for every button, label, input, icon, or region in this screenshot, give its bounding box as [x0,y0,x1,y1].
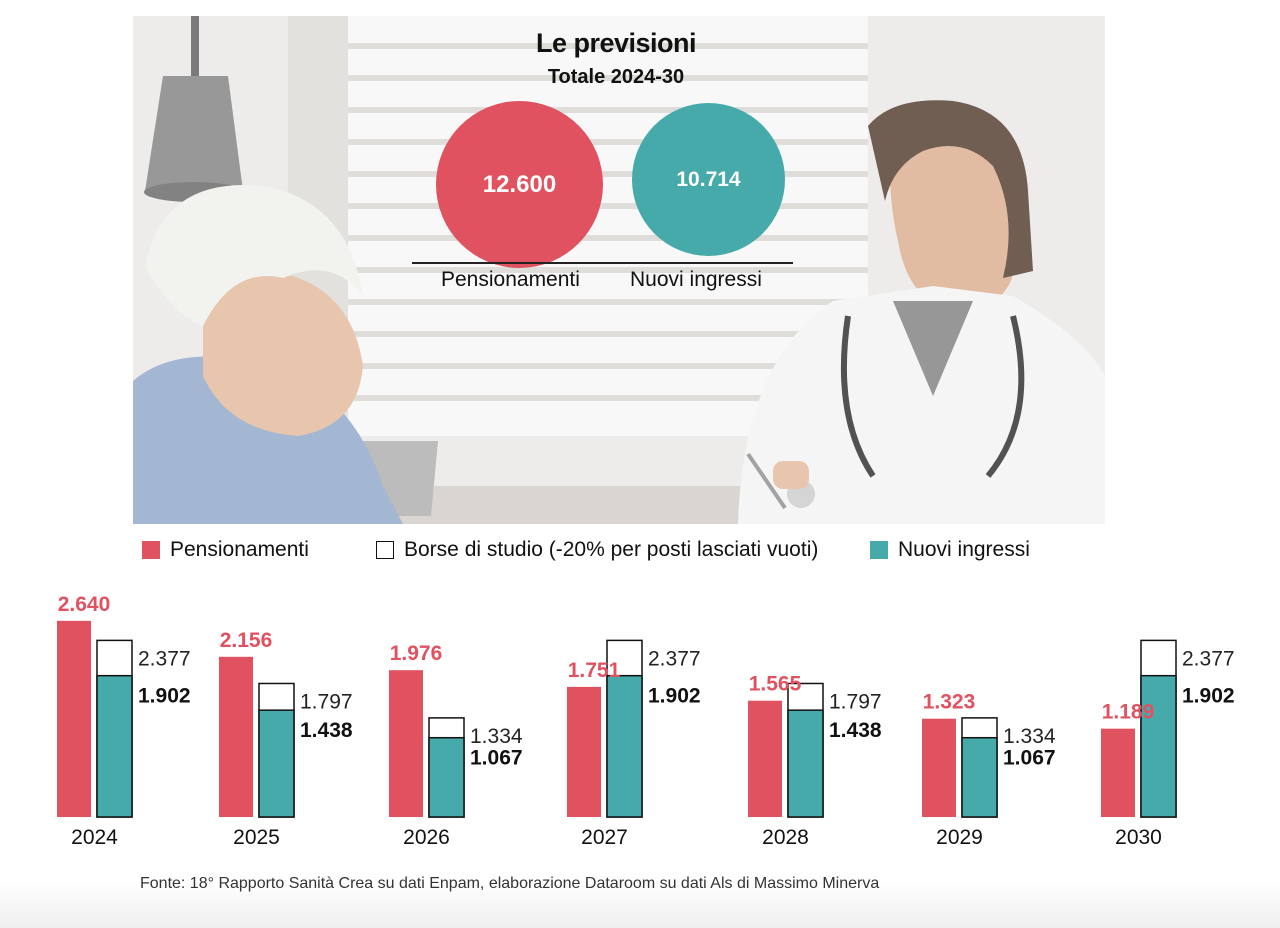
label-borse-di-studio: 1.334 [470,725,523,748]
legend-swatch-teal [870,541,888,559]
legend-label: Nuovi ingressi [898,538,1030,561]
label-borse-di-studio: 2.377 [648,647,701,670]
label-borse-di-studio: 2.377 [1182,647,1235,670]
photo-background: Le previsioni Totale 2024-30 12.600 10.7… [133,16,1105,524]
x-tick-label: 2029 [936,826,983,849]
page-footer-fade [0,880,1280,928]
x-tick-label: 2026 [403,826,450,849]
bubble-pensionamenti-total: 12.600 [436,101,603,268]
legend-item-nuovi-ingressi: Nuovi ingressi [870,537,1030,563]
bubble-pensionamenti-label: Pensionamenti [441,268,580,291]
bar-nuovi-ingressi [96,674,133,818]
label-nuovi-ingressi: 1.067 [1003,747,1056,770]
bar-nuovi-ingressi [787,709,824,818]
bar-pensionamenti [1101,728,1135,817]
legend-label: Borse di studio (-20% per posti lasciati… [404,538,819,561]
label-borse-di-studio: 2.377 [138,647,191,670]
bar-chart: 2.640 2.377 1.902 2024 2.156 1.797 1.438 2025 1.… [57,593,1235,849]
x-tick-label: 2027 [581,826,628,849]
bar-nuovi-ingressi [428,736,465,818]
bar-pensionamenti [748,700,782,817]
bar-nuovi-ingressi [606,674,643,818]
legend-label: Pensionamenti [170,538,309,561]
label-nuovi-ingressi: 1.902 [1182,685,1235,708]
label-borse-di-studio: 1.334 [1003,725,1056,748]
label-pensionamenti: 1.189 [1102,701,1155,724]
bar-pensionamenti [922,718,956,817]
bar-nuovi-ingressi [961,736,998,818]
label-pensionamenti: 1.976 [390,642,443,665]
label-nuovi-ingressi: 1.902 [648,685,701,708]
label-pensionamenti: 2.640 [58,593,111,616]
label-nuovi-ingressi: 1.067 [470,747,523,770]
bar-pensionamenti [219,656,253,817]
label-pensionamenti: 1.323 [923,691,976,714]
bubble-nuovi-ingressi-label: Nuovi ingressi [630,268,762,291]
legend-swatch-white [376,541,394,559]
bubble-nuovi-ingressi-total: 10.714 [632,103,785,256]
label-nuovi-ingressi: 1.902 [138,685,191,708]
label-borse-di-studio: 1.797 [300,690,353,713]
infobox-title: Le previsioni [535,28,697,58]
legend-swatch-red [142,541,160,559]
bar-pensionamenti [567,686,601,817]
bar-pensionamenti [389,670,423,817]
doctor-consultation-photo [133,16,1105,524]
infobox-baseline [412,262,793,264]
label-pensionamenti: 1.751 [568,659,621,682]
source-note: Fonte: 18° Rapporto Sanità Crea su dati … [140,875,880,892]
label-pensionamenti: 1.565 [749,673,802,696]
bar-pensionamenti [57,620,91,817]
x-tick-label: 2030 [1115,826,1162,849]
x-tick-label: 2024 [71,826,118,849]
legend-item-pensionamenti: Pensionamenti [142,537,309,563]
x-tick-label: 2028 [762,826,809,849]
legend-item-borse: Borse di studio (-20% per posti lasciati… [376,537,818,563]
totals-infobox: Le previsioni Totale 2024-30 12.600 10.7… [133,16,1105,524]
x-tick-label: 2025 [233,826,280,849]
label-pensionamenti: 2.156 [220,629,273,652]
label-nuovi-ingressi: 1.438 [300,719,353,742]
label-nuovi-ingressi: 1.438 [829,719,882,742]
bar-nuovi-ingressi [1140,674,1177,818]
label-borse-di-studio: 1.797 [829,690,882,713]
infobox-subtitle: Totale 2024-30 [547,66,685,88]
bar-nuovi-ingressi [258,709,295,818]
